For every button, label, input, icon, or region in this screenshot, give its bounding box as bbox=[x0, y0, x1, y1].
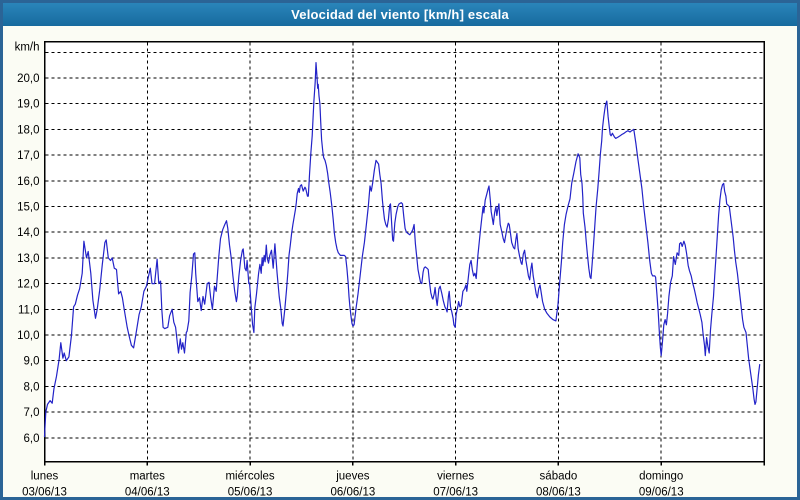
x-day-label: martes bbox=[130, 471, 165, 483]
y-tick-label: 16,0 bbox=[17, 176, 39, 188]
y-tick-label: 17,0 bbox=[17, 150, 39, 162]
y-tick-label: 19,0 bbox=[17, 99, 39, 111]
y-tick-label: 8,0 bbox=[24, 381, 40, 393]
y-tick-label: 11,0 bbox=[18, 304, 40, 316]
y-tick-label: 20,0 bbox=[17, 73, 39, 85]
wind-speed-series-line bbox=[43, 61, 761, 438]
y-tick-label: 14,0 bbox=[17, 227, 39, 239]
wind-speed-chart: 6,0 7,0 8,0 9,0 10,0 11,0 12,0 13,0 14,0 15,0 16,0… bbox=[15, 40, 765, 499]
y-tick-label: 13,0 bbox=[17, 253, 39, 265]
chart-title: Velocidad del viento [km/h] escala bbox=[291, 7, 509, 22]
x-day-label: jueves bbox=[335, 471, 369, 483]
x-date-label: 05/06/13 bbox=[228, 487, 273, 499]
x-date-label: 06/06/13 bbox=[330, 487, 375, 499]
y-axis-unit-label: km/h bbox=[15, 42, 40, 54]
x-date-label: 03/06/13 bbox=[22, 487, 67, 499]
y-tick-label: 18,0 bbox=[17, 124, 39, 136]
y-tick-label: 7,0 bbox=[24, 407, 40, 419]
y-tick-label: 15,0 bbox=[17, 202, 39, 214]
x-day-label: lunes bbox=[31, 471, 59, 483]
x-day-label: viernes bbox=[437, 471, 474, 483]
y-tick-label: 10,0 bbox=[17, 330, 39, 342]
x-day-label: domingo bbox=[639, 471, 683, 483]
y-tick-label: 12,0 bbox=[17, 279, 39, 291]
y-tick-label: 9,0 bbox=[24, 356, 40, 368]
x-date-label: 07/06/13 bbox=[433, 487, 478, 499]
title-bar: Velocidad del viento [km/h] escala bbox=[3, 3, 797, 26]
plot-area bbox=[43, 40, 765, 463]
x-day-label: miércoles bbox=[225, 471, 274, 483]
x-date-label: 08/06/13 bbox=[536, 487, 581, 499]
x-date-label: 04/06/13 bbox=[125, 487, 170, 499]
x-date-label: 09/06/13 bbox=[639, 487, 684, 499]
y-tick-label: 6,0 bbox=[24, 433, 40, 445]
x-day-label: sábado bbox=[540, 471, 578, 483]
